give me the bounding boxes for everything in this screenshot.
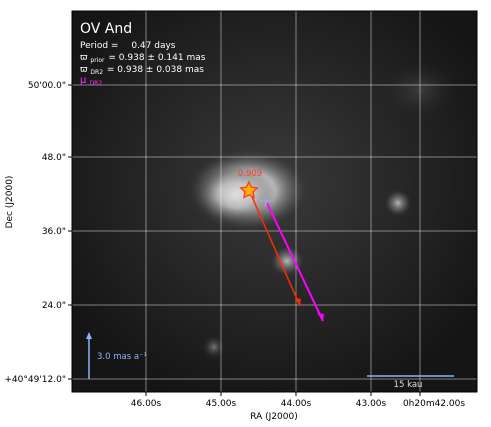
- distance-scale-label: 15 kau: [394, 380, 423, 390]
- pm-dr2-arrow-head: [317, 313, 324, 321]
- plot-frame: [71, 10, 478, 393]
- pm-subscript: DR2: [90, 80, 103, 87]
- pm-scale-indicator: 3.0 mas a⁻¹: [86, 332, 147, 379]
- y-axis-label: Dec (J2000): [5, 176, 15, 229]
- grid-lines: [72, 11, 477, 392]
- pm-arrow-head: [295, 298, 301, 306]
- diffuse-glow: [380, 60, 460, 120]
- y-tick-label: 48.0": [42, 153, 66, 163]
- x-tick-label: 45.00s: [206, 399, 237, 409]
- secondary-source-blob: [269, 245, 305, 277]
- star-icon: [239, 180, 259, 199]
- cross-icon: [261, 196, 271, 206]
- pm-dr2-arrow-line: [266, 202, 324, 322]
- x-tick-label: 43.00s: [356, 399, 387, 409]
- chart-title: OV And: [80, 21, 132, 37]
- period-annotation: Period = 0.47 days: [80, 41, 176, 51]
- pm-dr2-legend: μ DR2: [80, 75, 102, 87]
- pm-symbol: μ: [80, 75, 87, 86]
- prior-subscript: prior: [90, 57, 105, 64]
- y-tick-label: 50'00.0": [28, 81, 66, 91]
- pm-arrow-line: [248, 189, 301, 307]
- x-tick-label: 0h20m42.00s: [403, 399, 465, 409]
- x-axis-label: RA (J2000): [250, 412, 298, 422]
- omega-symbol: ϖ: [80, 65, 88, 75]
- pm-scale-arrow-head: [86, 332, 92, 339]
- omega-symbol: ϖ: [80, 53, 88, 63]
- period-value: 0.47 days: [131, 41, 175, 51]
- x-tick-labels: 46.00s 45.00s 44.00s 43.00s 0h20m42.00s: [131, 399, 466, 409]
- star-score-label: 0.909: [238, 169, 262, 179]
- y-tick-label: 36.0": [42, 227, 66, 237]
- faint-source-blob: [202, 335, 226, 359]
- dr2-subscript: DR2: [90, 69, 103, 76]
- y-tick-labels: 50'00.0" 48.0" 36.0" 24.0" +40°49'12.0": [4, 81, 66, 385]
- y-tick-label: +40°49'12.0": [4, 375, 66, 385]
- right-source-blob: [384, 189, 412, 217]
- tick-marks: [68, 84, 421, 396]
- period-label: Period =: [80, 41, 118, 51]
- parallax-prior-annotation: ϖ prior = 0.938 ± 0.141 mas: [80, 53, 206, 65]
- main-source-core: [195, 167, 275, 223]
- distance-scale-indicator: 15 kau: [367, 375, 454, 390]
- parallax-dr2-value: = 0.938 ± 0.038 mas: [107, 65, 204, 75]
- x-tick-label: 46.00s: [131, 399, 162, 409]
- x-tick-label: 44.00s: [281, 399, 312, 409]
- pm-scale-label: 3.0 mas a⁻¹: [97, 352, 147, 362]
- parallax-dr2-annotation: ϖ DR2 = 0.938 ± 0.038 mas: [80, 65, 204, 77]
- proper-motion-arrows: [248, 189, 324, 322]
- y-tick-label: 24.0": [42, 301, 66, 311]
- parallax-prior-value: = 0.938 ± 0.141 mas: [108, 53, 205, 63]
